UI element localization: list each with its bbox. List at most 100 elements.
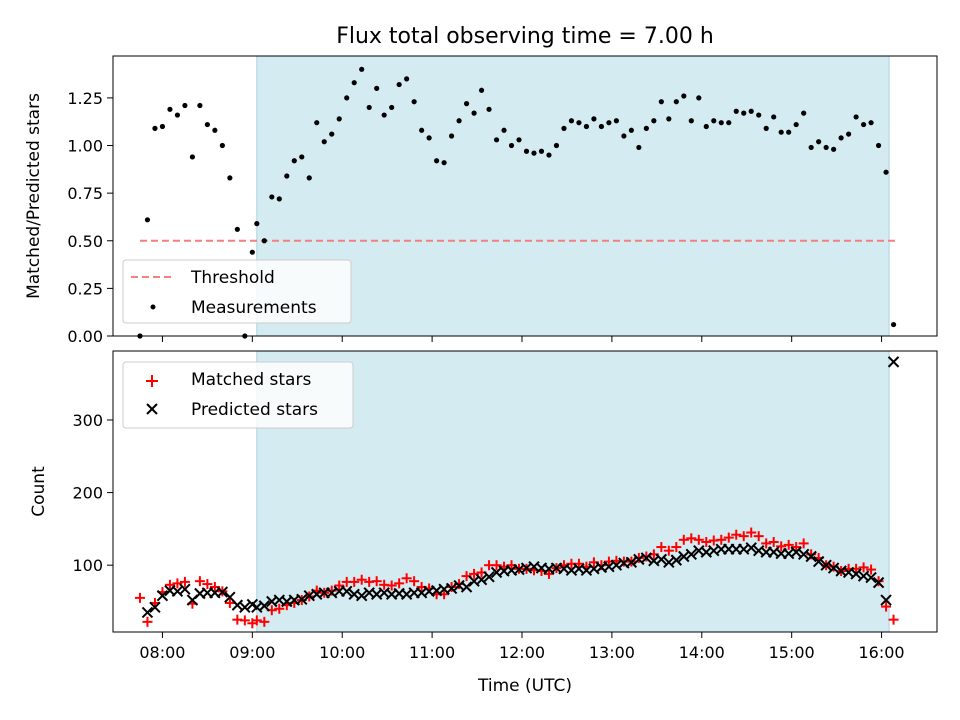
measurement-point <box>167 106 173 112</box>
matched-star-point <box>356 574 367 585</box>
measurement-point <box>419 127 425 133</box>
measurement-point <box>703 123 709 130</box>
measurement-point <box>621 133 627 139</box>
matched-star-point <box>888 614 899 625</box>
measurement-point <box>234 226 240 232</box>
matched-star-point <box>134 592 145 603</box>
matched-star-point <box>731 529 742 540</box>
legend-measurements-swatch <box>150 304 156 310</box>
predicted-star-point <box>341 585 353 598</box>
matched-star-point <box>394 578 405 589</box>
measurement-point <box>189 154 196 160</box>
measurement-point <box>643 125 649 131</box>
measurement-point <box>351 80 357 86</box>
measurement-point <box>756 112 762 118</box>
matched-star-point <box>686 533 697 544</box>
matched-star-point <box>768 536 779 547</box>
predicted-star-point <box>156 589 169 602</box>
predicted-star-point <box>258 600 271 612</box>
matched-star-point <box>746 527 757 538</box>
measurement-point <box>426 135 432 141</box>
measurement-point <box>204 121 210 128</box>
measurement-point <box>344 95 350 101</box>
measurement-point <box>516 137 522 143</box>
measurement-point <box>553 142 560 149</box>
y-axis-label: Matched/Predicted stars <box>24 93 44 299</box>
matched-star-point <box>671 542 682 553</box>
legend-box <box>122 259 352 324</box>
predicted-star-point <box>231 599 244 611</box>
legend-threshold-label: Threshold <box>190 268 275 288</box>
predicted-star-point <box>296 593 308 606</box>
ratio-panel: 0.00 0.25 0.50 0.75 1.00 1.25 Matched/Predict… <box>24 55 938 346</box>
matched-star-point <box>469 568 480 579</box>
measurement-point <box>508 142 515 149</box>
measurement-point <box>531 150 537 156</box>
predicted-star-point <box>460 581 473 593</box>
x-tick-label: 10:00 <box>319 643 365 662</box>
ratio-axes: 0.00 0.25 0.50 0.75 1.00 1.25 <box>67 89 883 346</box>
matched-star-point <box>194 576 205 587</box>
measurement-point <box>434 158 440 164</box>
measurement-point <box>598 123 605 130</box>
x-tick-label: 16:00 <box>859 643 905 662</box>
measurement-point <box>771 114 777 120</box>
measurement-point <box>299 154 305 160</box>
measurement-point <box>404 76 410 82</box>
measurement-point <box>381 112 387 118</box>
measurement-point <box>276 196 282 202</box>
predicted-star-point <box>887 356 900 368</box>
x-axis-label: Time (UTC) <box>477 676 572 696</box>
y-axis-label: Count <box>29 466 49 517</box>
measurement-point <box>374 85 380 91</box>
measurement-point <box>748 108 754 114</box>
matched-star-point <box>723 532 734 543</box>
measurement-point <box>261 238 267 244</box>
predicted-star-point <box>239 601 251 614</box>
matched-star-point <box>401 573 412 584</box>
plot-frame <box>112 350 938 633</box>
matched-star-point <box>172 578 183 589</box>
measurement-point <box>561 125 567 131</box>
measurement-point <box>591 116 597 122</box>
measurement-point <box>681 93 687 99</box>
predicted-star-point <box>805 550 817 563</box>
measurement-point <box>396 81 402 88</box>
measurement-point <box>875 142 882 149</box>
matched-star-point <box>371 576 382 587</box>
measurement-point <box>763 125 769 131</box>
measurement-point <box>726 120 732 126</box>
y-tick-label: 200 <box>72 484 103 503</box>
y-tick-label: 1.00 <box>67 137 103 156</box>
measurement-point <box>816 139 822 145</box>
predicted-star-point <box>820 559 832 571</box>
measurement-point <box>329 131 335 137</box>
measurement-point <box>441 160 447 166</box>
matched-star-point <box>791 542 802 553</box>
measurement-point <box>568 118 575 124</box>
measurement-point <box>696 95 702 101</box>
measurement-point <box>853 114 859 120</box>
predicted-star-point <box>216 586 229 598</box>
count-points <box>134 356 900 629</box>
measurement-point <box>471 110 477 116</box>
measurement-point <box>718 120 724 126</box>
measurement-point <box>321 139 327 145</box>
measurement-point <box>831 146 837 152</box>
measurement-point <box>463 101 470 107</box>
matched-star-point <box>761 538 772 549</box>
legend-matched-swatch <box>146 375 158 387</box>
matched-star-point <box>573 558 584 569</box>
measurement-point <box>688 118 694 124</box>
measurement-point <box>890 321 897 328</box>
measurement-point <box>733 108 739 114</box>
measurement-point <box>808 144 814 151</box>
matched-star-point <box>663 545 674 556</box>
predicted-star-point <box>640 552 653 564</box>
predicted-star-point <box>625 556 638 569</box>
legend-predicted-swatch <box>146 403 158 415</box>
legend: Threshold Measurements <box>122 259 352 324</box>
predicted-star-point <box>483 571 495 583</box>
matched-star-point <box>142 616 153 627</box>
matched-star-point <box>202 579 213 590</box>
